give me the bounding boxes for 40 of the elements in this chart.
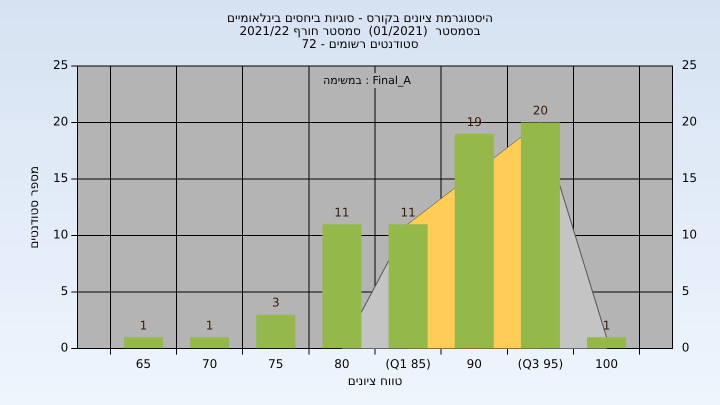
bar	[322, 224, 362, 348]
x-tick-label: 65	[136, 356, 152, 371]
y-tick-label: 10	[52, 228, 68, 242]
y-tick-label: 25	[52, 58, 68, 72]
y2-tick-label: 15	[682, 171, 698, 186]
x-tick-label: 70	[202, 356, 218, 371]
data-label: 11	[400, 205, 416, 220]
y-axis-title: מספר סטודנטים	[27, 166, 41, 249]
bar	[388, 224, 428, 348]
x-tick-label: 80	[334, 356, 350, 371]
annotation: במשימה : Final_A	[323, 74, 412, 87]
data-label: 1	[206, 318, 214, 332]
y-tick-label: 15	[52, 171, 68, 186]
x-axis-title: טווח ציונים	[348, 374, 402, 388]
data-label: 1	[140, 318, 148, 332]
y2-tick-label: 20	[682, 114, 698, 129]
bar	[587, 337, 626, 348]
data-label: 11	[334, 205, 350, 220]
bar	[520, 122, 560, 348]
bar	[256, 314, 296, 348]
data-label: 3	[272, 296, 280, 310]
data-label: 20	[532, 104, 548, 118]
bar	[124, 337, 163, 348]
y2-tick-label: 10	[682, 228, 698, 242]
x-tick-label: 90	[466, 356, 482, 371]
data-label: 1	[602, 318, 610, 332]
chart-subtitle: בסמסטר (01/2021) סמסטר חורף 2021/22 סטודנטים רשומים - 72	[239, 24, 481, 51]
y-tick-label: 0	[60, 340, 68, 355]
x-tick-label: (Q1 85)	[385, 356, 431, 371]
bar	[454, 134, 494, 348]
x-tick-label: 75	[268, 356, 284, 371]
y2-tick-label: 5	[682, 284, 690, 298]
y2-tick-label: 25	[682, 58, 698, 72]
x-tick-label: (Q3 95)	[518, 356, 564, 371]
bar	[190, 337, 230, 348]
y-tick-label: 20	[52, 114, 68, 129]
y-tick-label: 5	[60, 284, 68, 298]
x-tick-label: 100	[595, 356, 618, 371]
chart-title: היסטוגרמת ציונים בקורס - סוגיות ביחסים בינלאומיים	[227, 11, 493, 25]
y2-tick-label: 0	[682, 340, 690, 355]
